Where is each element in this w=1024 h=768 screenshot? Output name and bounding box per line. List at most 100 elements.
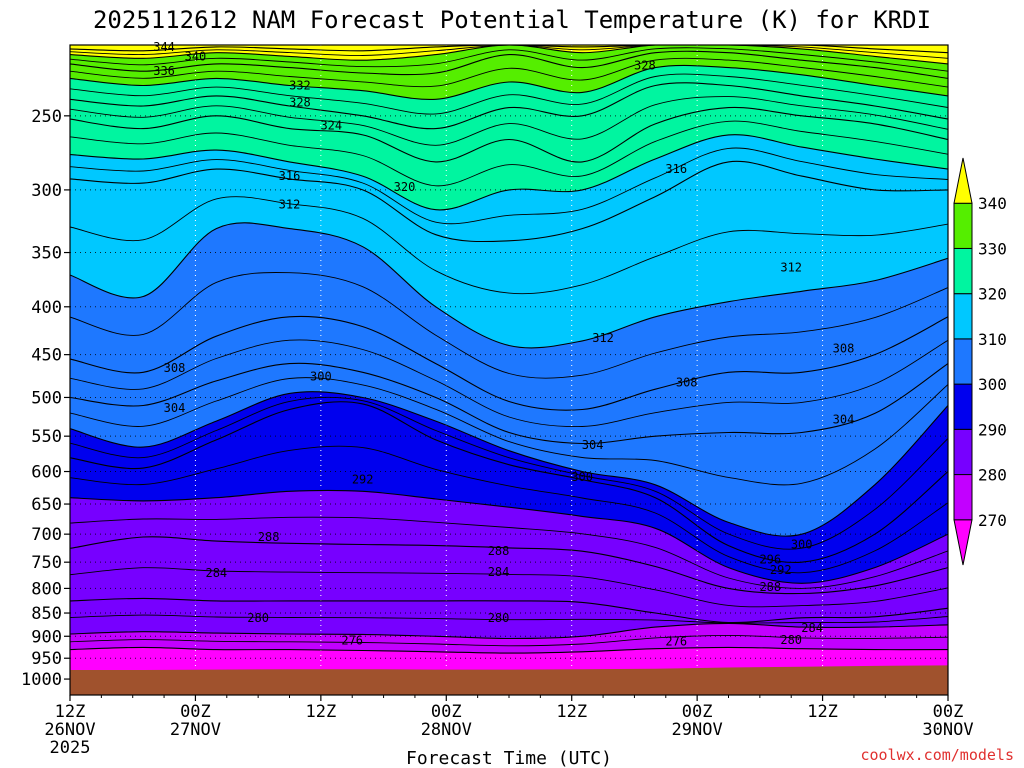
- contour-label-10: 316: [665, 162, 687, 176]
- contour-label-33: 280: [780, 633, 802, 647]
- contour-label-1: 340: [185, 49, 207, 63]
- contour-label-text: 304: [164, 401, 186, 415]
- x-axis-label: Forecast Time (UTC): [406, 748, 612, 768]
- y-tick-label: 300: [31, 181, 62, 201]
- contour-label-19: 300: [310, 370, 332, 384]
- contour-label-text: 280: [488, 611, 510, 625]
- isentrope-mid-332: [70, 57, 948, 88]
- x-tick-label: 12Z: [556, 702, 587, 722]
- isentrope-mid-280: [70, 614, 948, 624]
- contour-label-text: 328: [289, 96, 311, 110]
- contour-label-text: 308: [833, 341, 855, 355]
- colorbar-seg-5: [953, 293, 973, 340]
- contour-label-text: 292: [770, 563, 792, 577]
- contour-label-24: 292: [770, 563, 792, 577]
- colorbar-tick-label: 330: [978, 239, 1007, 258]
- y-tick-label: 450: [31, 346, 62, 366]
- contour-label-21: 292: [352, 473, 374, 487]
- x-tick-date: 30NOV: [922, 720, 973, 740]
- contour-label-11: 312: [780, 260, 802, 274]
- isentrope-mid-316: [70, 147, 948, 225]
- contour-label-20: 300: [571, 470, 593, 484]
- contour-label-text: 336: [153, 64, 175, 78]
- colorbar: 270 280 290 300 310 320 330 340: [953, 157, 1007, 566]
- x-tick-year: 2025: [50, 738, 91, 758]
- y-tick-label: 250: [31, 107, 62, 127]
- isentrope-276: [70, 646, 948, 654]
- x-tick-label: 00Z: [933, 702, 964, 722]
- x-tick-date: 26NOV: [44, 720, 95, 740]
- contour-label-35: 276: [665, 635, 687, 649]
- contour-label-text: 332: [289, 78, 311, 92]
- contour-label-22: 300: [791, 537, 813, 551]
- isentrope-320: [70, 134, 948, 211]
- contour-label-text: 316: [665, 162, 687, 176]
- colorbar-seg-3: [953, 383, 973, 430]
- isentrope-mid-336: [70, 47, 948, 72]
- theta-fill-layer: [70, 45, 948, 695]
- contour-label-text: 296: [759, 552, 781, 566]
- contour-label-text: 276: [665, 635, 687, 649]
- contour-label-16: 308: [833, 341, 855, 355]
- y-tick-label: 800: [31, 579, 62, 599]
- isentrope-344: [70, 45, 948, 54]
- isentrope-mid-328: [70, 73, 948, 115]
- y-tick-label: 700: [31, 525, 62, 545]
- contour-label-text: 344: [153, 40, 175, 54]
- colorbar-tick-label: 340: [978, 194, 1007, 213]
- y-tick-label: 1000: [21, 670, 62, 690]
- contour-label-7: 316: [279, 169, 301, 183]
- y-tick-label: 500: [31, 388, 62, 408]
- x-tick-date: 28NOV: [421, 720, 472, 740]
- colorbar-seg-high: [953, 157, 973, 204]
- ground-terrain: [70, 665, 948, 695]
- contour-label-layer: 344 340 336 332 328 324 328 316 312 320 316 312 312 3…: [153, 40, 854, 649]
- x-tick-label: 00Z: [180, 702, 211, 722]
- isentrope-mid-284: [70, 567, 948, 608]
- contour-label-text: 312: [592, 331, 614, 345]
- x-tick-date: 29NOV: [672, 720, 723, 740]
- isentrope-324: [70, 106, 948, 163]
- y-tick-label: 350: [31, 244, 62, 264]
- contour-label-text: 320: [394, 180, 416, 194]
- contour-label-3: 332: [289, 78, 311, 92]
- contour-label-14: 304: [164, 401, 186, 415]
- colorbar-tick-label: 320: [978, 285, 1007, 304]
- colorbar-tick-label: 310: [978, 330, 1007, 349]
- colorbar-seg-low: [953, 519, 973, 566]
- contour-label-text: 300: [791, 537, 813, 551]
- x-tick-label: 12Z: [55, 702, 86, 722]
- y-tick-label: 750: [31, 553, 62, 573]
- contour-label-4: 328: [289, 96, 311, 110]
- y-tick-label: 950: [31, 649, 62, 669]
- contour-label-text: 316: [279, 169, 301, 183]
- y-tick-label: 400: [31, 298, 62, 318]
- contour-label-text: 300: [571, 470, 593, 484]
- y-tick-label: 600: [31, 463, 62, 483]
- contour-label-6: 328: [634, 59, 656, 73]
- contour-label-31: 280: [247, 611, 269, 625]
- contour-label-28: 284: [205, 566, 227, 580]
- contour-label-2: 336: [153, 64, 175, 78]
- isentrope-mid-276: [70, 634, 948, 647]
- colorbar-seg-7: [953, 202, 973, 249]
- isentrope-340: [70, 45, 948, 65]
- isentrope-332: [70, 64, 948, 100]
- contour-label-25: 288: [759, 580, 781, 594]
- isentrope-328: [70, 82, 948, 130]
- isentrope-336: [70, 50, 948, 79]
- y-axis: 250 300 350 400 450 500 550 600 650 700 750 800 850 9…: [21, 107, 70, 690]
- contour-label-23: 296: [759, 552, 781, 566]
- chart-title: 2025112612 NAM Forecast Potential Temper…: [93, 6, 931, 34]
- contour-label-text: 300: [310, 370, 332, 384]
- contour-label-text: 284: [801, 621, 823, 635]
- contour-label-15: 308: [676, 376, 698, 390]
- y-tick-label: 550: [31, 427, 62, 447]
- colorbar-tick-label: 300: [978, 375, 1007, 394]
- isentrope-mid-320: [70, 120, 948, 187]
- contour-label-text: 280: [247, 611, 269, 625]
- isentrope-mid-292: [70, 445, 948, 574]
- isentrope-mid-312: [70, 196, 948, 295]
- contour-label-text: 280: [780, 633, 802, 647]
